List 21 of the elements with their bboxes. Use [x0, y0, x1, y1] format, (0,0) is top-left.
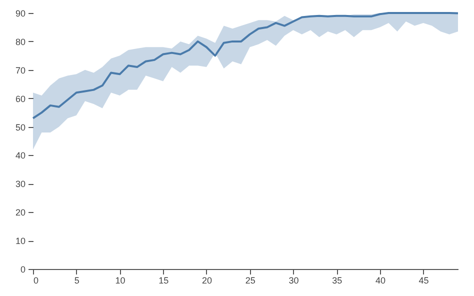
line-series — [32, 12, 459, 120]
x-tick-label: 25 — [245, 276, 256, 286]
x-tick-label: 5 — [74, 276, 80, 286]
x-tick-label: 15 — [158, 276, 169, 286]
y-tick-label: 70 — [15, 65, 26, 76]
y-tick-label: 20 — [15, 208, 26, 218]
x-tick-label: 0 — [34, 276, 39, 286]
y-tick-label: 30 — [15, 179, 26, 190]
y-tick-label: 80 — [15, 36, 26, 47]
x-tick-label: 20 — [202, 276, 212, 286]
y-tick-label: 90 — [15, 8, 26, 18]
y-tick-label: 10 — [15, 236, 26, 246]
x-tick-label: 35 — [332, 276, 342, 286]
x-tick-label: 45 — [418, 276, 429, 286]
x-tick-label: 40 — [375, 276, 386, 286]
x-tick-label: 10 — [115, 276, 126, 286]
y-tick-label: 60 — [15, 94, 26, 104]
y-tick-label: 40 — [15, 150, 26, 161]
x-tick-label: 30 — [288, 276, 299, 286]
y-tick-label: 50 — [15, 122, 26, 132]
y-tick-label: 0 — [20, 264, 26, 274]
